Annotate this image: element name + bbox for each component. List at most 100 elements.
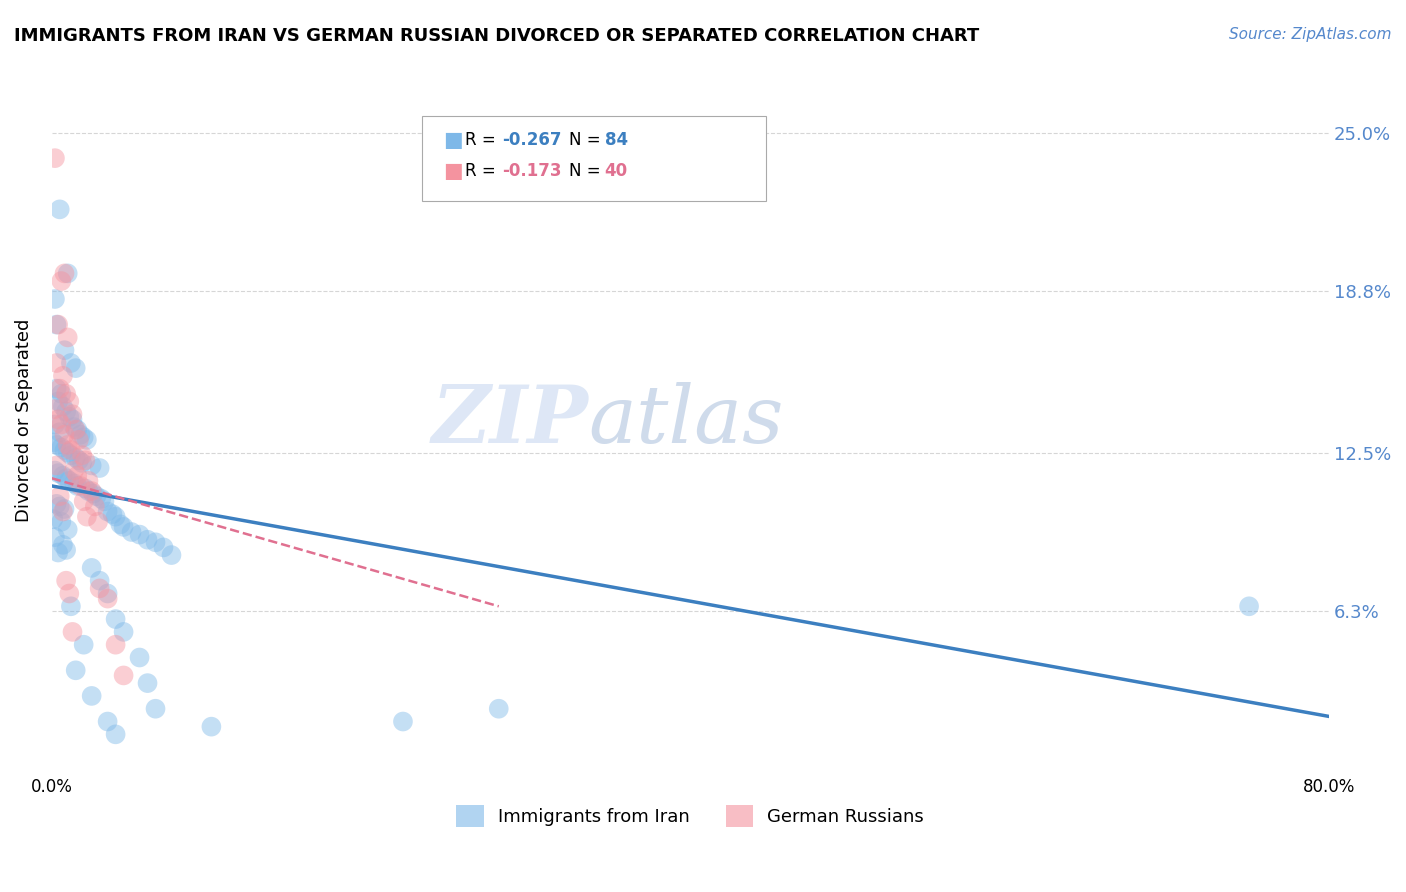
Point bbox=[46, 318, 69, 332]
Point bbox=[101, 507, 124, 521]
Point bbox=[51, 274, 73, 288]
Point bbox=[53, 502, 76, 516]
Point bbox=[104, 509, 127, 524]
Point bbox=[59, 356, 82, 370]
Point bbox=[97, 591, 120, 606]
Point bbox=[73, 638, 96, 652]
Point bbox=[104, 612, 127, 626]
Point bbox=[42, 435, 65, 450]
Point bbox=[76, 509, 98, 524]
Text: ZIP: ZIP bbox=[432, 382, 588, 459]
Point bbox=[75, 453, 97, 467]
Point bbox=[63, 420, 86, 434]
Point bbox=[53, 443, 76, 458]
Point bbox=[136, 676, 159, 690]
Point bbox=[62, 624, 84, 639]
Point bbox=[152, 541, 174, 555]
Point bbox=[53, 266, 76, 280]
Point bbox=[89, 461, 111, 475]
Point bbox=[53, 427, 76, 442]
Point bbox=[90, 491, 112, 506]
Point bbox=[55, 543, 77, 558]
Point bbox=[80, 484, 103, 499]
Text: R =: R = bbox=[465, 131, 502, 149]
Point bbox=[200, 720, 222, 734]
Point bbox=[70, 448, 93, 462]
Point bbox=[45, 497, 67, 511]
Point bbox=[46, 545, 69, 559]
Point bbox=[89, 574, 111, 588]
Text: N =: N = bbox=[569, 131, 606, 149]
Y-axis label: Divorced or Separated: Divorced or Separated bbox=[15, 319, 32, 523]
Point bbox=[83, 500, 105, 514]
Point bbox=[55, 574, 77, 588]
Point bbox=[46, 394, 69, 409]
Point bbox=[1237, 599, 1260, 614]
Point bbox=[59, 599, 82, 614]
Point bbox=[44, 464, 66, 478]
Text: N =: N = bbox=[569, 162, 606, 180]
Point bbox=[44, 292, 66, 306]
Point bbox=[51, 386, 73, 401]
Point bbox=[67, 453, 90, 467]
Point bbox=[51, 441, 73, 455]
Point bbox=[112, 668, 135, 682]
Point bbox=[66, 479, 89, 493]
Point bbox=[69, 427, 91, 442]
Point bbox=[89, 582, 111, 596]
Point bbox=[45, 458, 67, 473]
Point bbox=[56, 330, 79, 344]
Point bbox=[45, 356, 67, 370]
Point bbox=[62, 412, 84, 426]
Point bbox=[56, 438, 79, 452]
Point bbox=[86, 489, 108, 503]
Point bbox=[52, 368, 75, 383]
Point bbox=[56, 445, 79, 459]
Point bbox=[145, 702, 167, 716]
Point bbox=[55, 386, 77, 401]
Text: atlas: atlas bbox=[588, 382, 783, 459]
Text: Source: ZipAtlas.com: Source: ZipAtlas.com bbox=[1229, 27, 1392, 42]
Point bbox=[45, 318, 67, 332]
Point bbox=[62, 407, 84, 421]
Point bbox=[48, 425, 70, 439]
Text: ■: ■ bbox=[443, 161, 463, 181]
Point bbox=[112, 624, 135, 639]
Point bbox=[73, 494, 96, 508]
Point bbox=[44, 530, 66, 544]
Point bbox=[80, 458, 103, 473]
Point bbox=[104, 638, 127, 652]
Point bbox=[55, 471, 77, 485]
Point bbox=[66, 468, 89, 483]
Point bbox=[55, 405, 77, 419]
Point bbox=[112, 520, 135, 534]
Point bbox=[97, 714, 120, 729]
Point bbox=[65, 663, 87, 677]
Point bbox=[70, 456, 93, 470]
Point bbox=[59, 443, 82, 458]
Point bbox=[77, 484, 100, 499]
Text: 40: 40 bbox=[605, 162, 627, 180]
Text: IMMIGRANTS FROM IRAN VS GERMAN RUSSIAN DIVORCED OR SEPARATED CORRELATION CHART: IMMIGRANTS FROM IRAN VS GERMAN RUSSIAN D… bbox=[14, 27, 980, 45]
Point bbox=[58, 586, 80, 600]
Point bbox=[52, 468, 75, 483]
Point bbox=[53, 343, 76, 358]
Point bbox=[48, 489, 70, 503]
Point bbox=[63, 464, 86, 478]
Point bbox=[82, 486, 104, 500]
Text: -0.267: -0.267 bbox=[502, 131, 561, 149]
Point bbox=[75, 482, 97, 496]
Point bbox=[44, 417, 66, 432]
Point bbox=[160, 548, 183, 562]
Point bbox=[73, 430, 96, 444]
Point bbox=[51, 417, 73, 432]
Point bbox=[80, 689, 103, 703]
Point bbox=[45, 382, 67, 396]
Point bbox=[42, 512, 65, 526]
Point bbox=[80, 561, 103, 575]
Point bbox=[488, 702, 510, 716]
Point bbox=[58, 394, 80, 409]
Point bbox=[46, 466, 69, 480]
Point bbox=[65, 361, 87, 376]
Point bbox=[63, 476, 86, 491]
